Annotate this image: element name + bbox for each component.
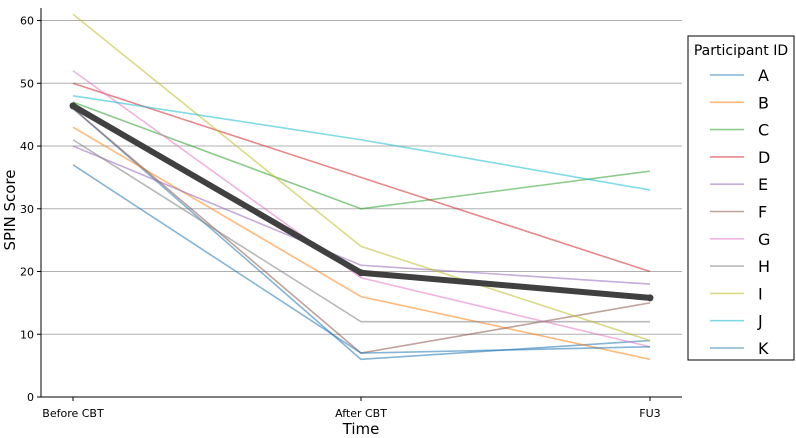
series-line-f (72, 107, 651, 354)
legend-label-j: J (757, 312, 763, 331)
y-tick-label-30: 30 (20, 203, 34, 216)
x-tick-label-2: After CBT (335, 407, 387, 420)
legend-label-i: I (758, 284, 763, 303)
legend-item-f: F (710, 203, 767, 222)
series-line-i (72, 13, 651, 342)
legend-label-g: G (758, 230, 770, 249)
series-lines (72, 13, 651, 361)
legend-label-h: H (758, 257, 770, 276)
legend-label-c: C (758, 121, 769, 140)
legend-item-k: K (710, 339, 769, 358)
series-line-k (72, 164, 651, 354)
series-line-h (72, 139, 650, 323)
legend-item-e: E (710, 175, 768, 194)
mean-point-3 (646, 294, 654, 302)
y-tick-label-40: 40 (20, 140, 34, 153)
legend-item-j: J (710, 312, 763, 331)
legend-item-g: G (710, 230, 770, 249)
legend-item-a: A (710, 66, 769, 85)
legend-label-k: K (758, 339, 769, 358)
legend-title: Participant ID (694, 43, 788, 59)
y-ticks: 0 10 20 30 40 50 60 (20, 15, 41, 404)
legend-item-d: D (710, 148, 770, 167)
series-line-j (72, 95, 651, 191)
y-tick-label-50: 50 (20, 77, 34, 90)
x-ticks: Before CBT After CBT FU3 (42, 397, 661, 420)
legend-box (687, 35, 795, 361)
series-line-g (72, 70, 651, 348)
x-tick-label-1: Before CBT (42, 407, 104, 420)
legend-label-b: B (758, 93, 769, 112)
x-axis-title: Time (342, 420, 380, 438)
series-line-d (72, 82, 651, 273)
series-line-c (72, 101, 651, 210)
mean-point-1 (69, 102, 77, 110)
series-line-a (72, 107, 651, 361)
legend-item-c: C (710, 121, 769, 140)
legend-label-f: F (758, 203, 767, 222)
y-tick-label-10: 10 (20, 328, 34, 341)
legend-label-d: D (758, 148, 770, 167)
y-tick-label-20: 20 (20, 266, 34, 279)
legend-label-e: E (758, 175, 768, 194)
y-tick-label-60: 60 (20, 15, 34, 28)
legend-label-a: A (758, 66, 769, 85)
x-tick-label-3: FU3 (639, 407, 660, 420)
legend-item-h: H (710, 257, 770, 276)
y-axis-title: SPIN Score (1, 170, 19, 251)
y-tick-label-0: 0 (27, 391, 34, 404)
mean-point-2 (357, 269, 365, 277)
mean-line-layer (69, 102, 654, 302)
legend-item-b: B (710, 93, 769, 112)
series-line-b (72, 126, 651, 361)
series-line-e (72, 145, 651, 285)
legend-item-i: I (710, 284, 763, 303)
